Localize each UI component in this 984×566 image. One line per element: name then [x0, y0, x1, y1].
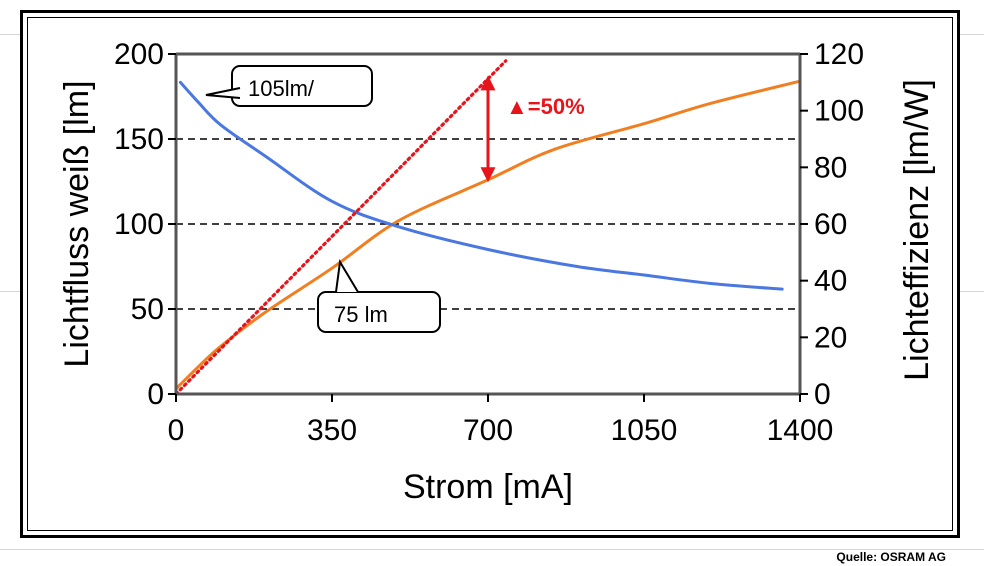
x-tick-label: 350 [307, 414, 357, 447]
callout-box-efficiency [231, 65, 373, 107]
series-line-1 [178, 80, 784, 291]
y-right-tick-label: 20 [814, 321, 847, 354]
y-left-tick-label: 100 [114, 208, 164, 241]
y-right-tick-label: 80 [814, 151, 847, 184]
series-line-2 [174, 59, 508, 396]
bottom-guide-line [0, 549, 984, 550]
y-right-tick-label: 100 [814, 95, 864, 128]
y-right-tick-label: 120 [814, 38, 864, 71]
y-left-tick-label: 50 [131, 293, 164, 326]
difference-label: ▲=50% [506, 94, 585, 119]
callout-text-efficiency: 105lm/ [248, 76, 315, 101]
y-left-axis-label: Lichtfluss weiß [lm] [58, 80, 96, 367]
source-note: Quelle: OSRAM AG [836, 550, 946, 564]
x-tick-label: 1400 [767, 414, 834, 447]
x-axis-label: Strom [mA] [403, 468, 573, 506]
callout-pointer-efficiency [205, 87, 241, 99]
ticks-layer: 0 50 100 150 200 0 20 40 60 80 100 120 0 350 700 1050 14… [58, 38, 936, 506]
series-line-0 [174, 79, 802, 391]
callout-pointer-flux [335, 259, 359, 293]
callout-text-flux: 75 lm [334, 302, 388, 327]
x-tick-label: 700 [463, 414, 513, 447]
y-left-tick-label: 150 [114, 123, 164, 156]
y-left-tick-label: 200 [114, 38, 164, 71]
chart-inner-frame [27, 17, 953, 531]
y-right-tick-label: 60 [814, 208, 847, 241]
y-right-tick-label: 40 [814, 265, 847, 298]
series-layer [174, 59, 802, 396]
y-right-tick-label: 0 [814, 378, 831, 411]
annotation-layer: 105lm/75 lm ▲=50% [205, 65, 585, 333]
x-tick-label: 1050 [611, 414, 678, 447]
y-left-tick-label: 0 [147, 378, 164, 411]
callout-box-flux [317, 291, 441, 333]
x-tick-label: 0 [168, 414, 185, 447]
y-right-axis-label: Lichteffizienz [lm/W] [898, 79, 936, 381]
